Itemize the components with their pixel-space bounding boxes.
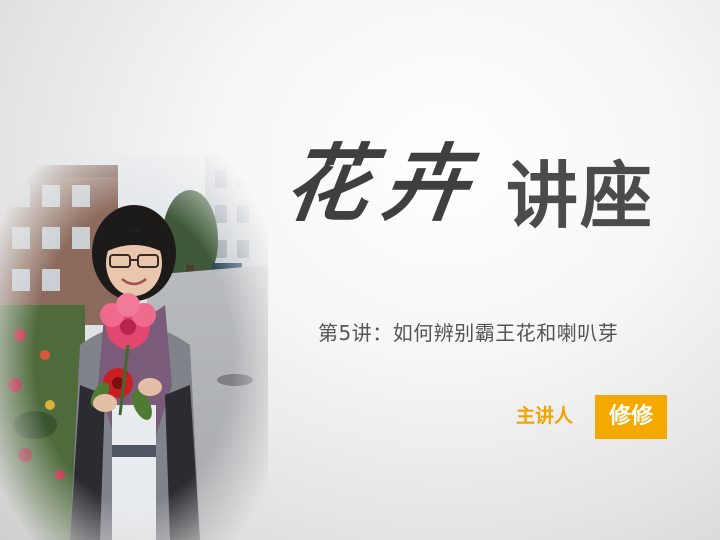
presenter-label: 主讲人 (516, 405, 574, 427)
title-main: 讲座 (506, 154, 655, 238)
title-calligraphy: 花卉 (279, 134, 490, 233)
speaker-photo (0, 155, 268, 540)
lecture-subtitle: 第5讲：如何辨别霸王花和喇叭芽 (318, 321, 619, 345)
presenter-name-badge: 修修 (595, 395, 667, 439)
